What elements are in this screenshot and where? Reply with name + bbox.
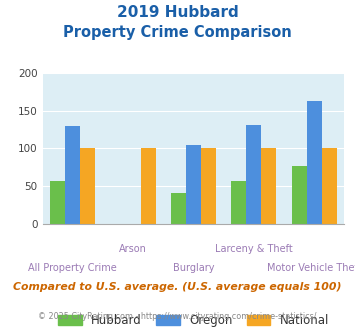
Bar [171,192,186,224]
Bar [291,166,307,224]
Bar [231,181,246,224]
Bar [322,148,337,224]
Bar [65,126,80,224]
Text: Motor Vehicle Theft: Motor Vehicle Theft [267,263,355,273]
Bar [80,148,95,224]
Text: Larceny & Theft: Larceny & Theft [215,244,293,254]
Bar [186,146,201,224]
Text: All Property Crime: All Property Crime [28,263,117,273]
Text: Property Crime Comparison: Property Crime Comparison [63,25,292,40]
Bar [246,125,261,224]
Text: 2019 Hubbard: 2019 Hubbard [117,5,238,20]
Bar [50,181,65,224]
Bar [307,101,322,224]
Text: © 2025 CityRating.com - https://www.cityrating.com/crime-statistics/: © 2025 CityRating.com - https://www.city… [38,312,317,321]
Bar [141,148,156,224]
Bar [261,148,277,224]
Bar [201,148,216,224]
Text: Compared to U.S. average. (U.S. average equals 100): Compared to U.S. average. (U.S. average … [13,282,342,292]
Legend: Hubbard, Oregon, National: Hubbard, Oregon, National [53,309,334,330]
Text: Arson: Arson [119,244,147,254]
Text: Burglary: Burglary [173,263,214,273]
